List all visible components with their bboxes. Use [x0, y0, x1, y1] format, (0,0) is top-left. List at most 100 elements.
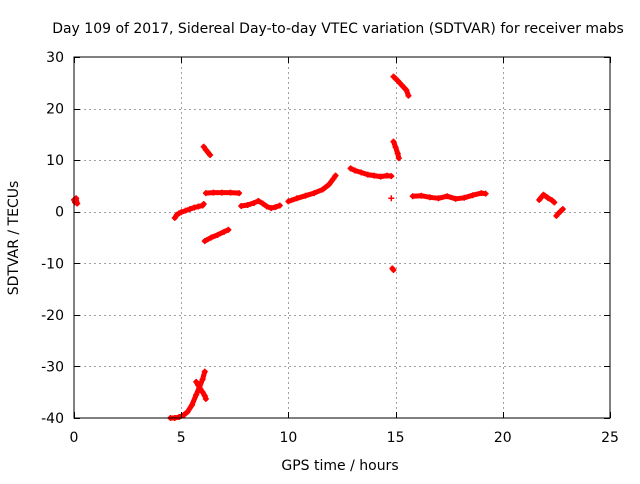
data-point — [182, 207, 189, 214]
chart-title: Day 109 of 2017, Sidereal Day-to-day VTE… — [52, 21, 624, 37]
data-point — [311, 190, 318, 197]
data-point — [201, 392, 208, 399]
data-point — [394, 150, 401, 157]
data-point — [74, 200, 81, 207]
data-point — [201, 238, 208, 245]
data-point — [207, 151, 214, 158]
data-point — [259, 200, 266, 207]
data-point — [293, 195, 300, 202]
data-point — [452, 195, 459, 202]
data-point — [444, 193, 451, 200]
data-point — [195, 203, 202, 210]
data-point — [285, 198, 292, 205]
x-tick-label: 0 — [70, 430, 79, 446]
segment-trace — [410, 190, 489, 202]
grid-lines — [74, 57, 610, 418]
y-axis-label: SDTVAR / TECUs — [6, 181, 22, 296]
data-point — [193, 391, 200, 398]
data-segment — [390, 73, 412, 99]
data-segment — [200, 143, 214, 158]
data-point — [332, 172, 339, 179]
data-point — [540, 191, 547, 198]
data-point — [195, 382, 202, 389]
data-point — [330, 175, 337, 182]
data-point — [418, 192, 425, 199]
data-point — [435, 195, 442, 202]
data-point — [390, 138, 397, 145]
segment-trace — [285, 173, 339, 204]
data-point — [392, 144, 399, 151]
data-point — [202, 395, 209, 402]
y-tick-label: 30 — [46, 50, 64, 66]
data-segment — [201, 226, 232, 245]
data-point — [184, 408, 191, 415]
data-point — [225, 226, 232, 233]
data-point — [390, 73, 397, 80]
data-point — [208, 234, 215, 241]
x-tick-label: 10 — [279, 430, 297, 446]
y-tick-label: 20 — [46, 102, 64, 118]
data-point — [403, 87, 410, 94]
data-point — [263, 203, 270, 210]
data-point — [326, 181, 333, 188]
data-point — [199, 389, 206, 396]
data-point — [200, 200, 207, 207]
x-tick-label: 20 — [494, 430, 512, 446]
data-point — [399, 82, 406, 89]
data-segment — [390, 138, 402, 162]
data-point — [191, 204, 198, 211]
data-point — [221, 228, 228, 235]
data-segment — [193, 378, 209, 402]
y-tick-label: 10 — [46, 153, 64, 169]
x-axis-label: GPS time / hours — [281, 458, 398, 474]
data-point — [358, 169, 365, 176]
data-point — [276, 202, 283, 209]
data-segment — [409, 190, 489, 202]
data-point — [426, 194, 433, 201]
data-point — [351, 167, 358, 174]
data-segment — [347, 165, 395, 180]
data-point — [559, 206, 566, 213]
data-point — [200, 143, 207, 150]
data-point — [469, 192, 476, 199]
data-point — [214, 231, 221, 238]
data-point — [193, 378, 200, 385]
data-point — [319, 186, 326, 193]
data-point — [390, 266, 397, 273]
data-segment — [388, 195, 395, 202]
data-point — [186, 206, 193, 213]
data-segment — [553, 206, 566, 219]
data-point — [371, 172, 378, 179]
data-point — [364, 171, 371, 178]
data-point — [302, 192, 309, 199]
data-point — [377, 173, 384, 180]
data-point — [544, 194, 551, 201]
data-point — [210, 189, 217, 196]
data-segment — [238, 197, 283, 212]
data-point — [268, 205, 275, 212]
data-point — [405, 92, 412, 99]
data-point — [199, 376, 206, 383]
data-point — [409, 193, 416, 200]
data-point — [244, 202, 251, 209]
data-segment — [389, 265, 397, 273]
data-point — [218, 189, 225, 196]
data-point — [178, 209, 185, 216]
data-point — [461, 194, 468, 201]
data-point — [202, 190, 209, 197]
y-tick-label: 0 — [55, 205, 64, 221]
y-tick-label: -40 — [41, 411, 64, 427]
data-segment — [285, 172, 339, 205]
data-point — [395, 155, 402, 162]
y-tick-label: -10 — [41, 256, 64, 272]
x-tick-label: 15 — [387, 430, 405, 446]
data-point — [236, 190, 243, 197]
x-tick-label: 5 — [177, 430, 186, 446]
segment-trace — [201, 144, 213, 158]
data-point — [347, 165, 354, 172]
segment-trace — [553, 206, 566, 219]
data-point — [227, 189, 234, 196]
data-segment — [202, 189, 243, 197]
